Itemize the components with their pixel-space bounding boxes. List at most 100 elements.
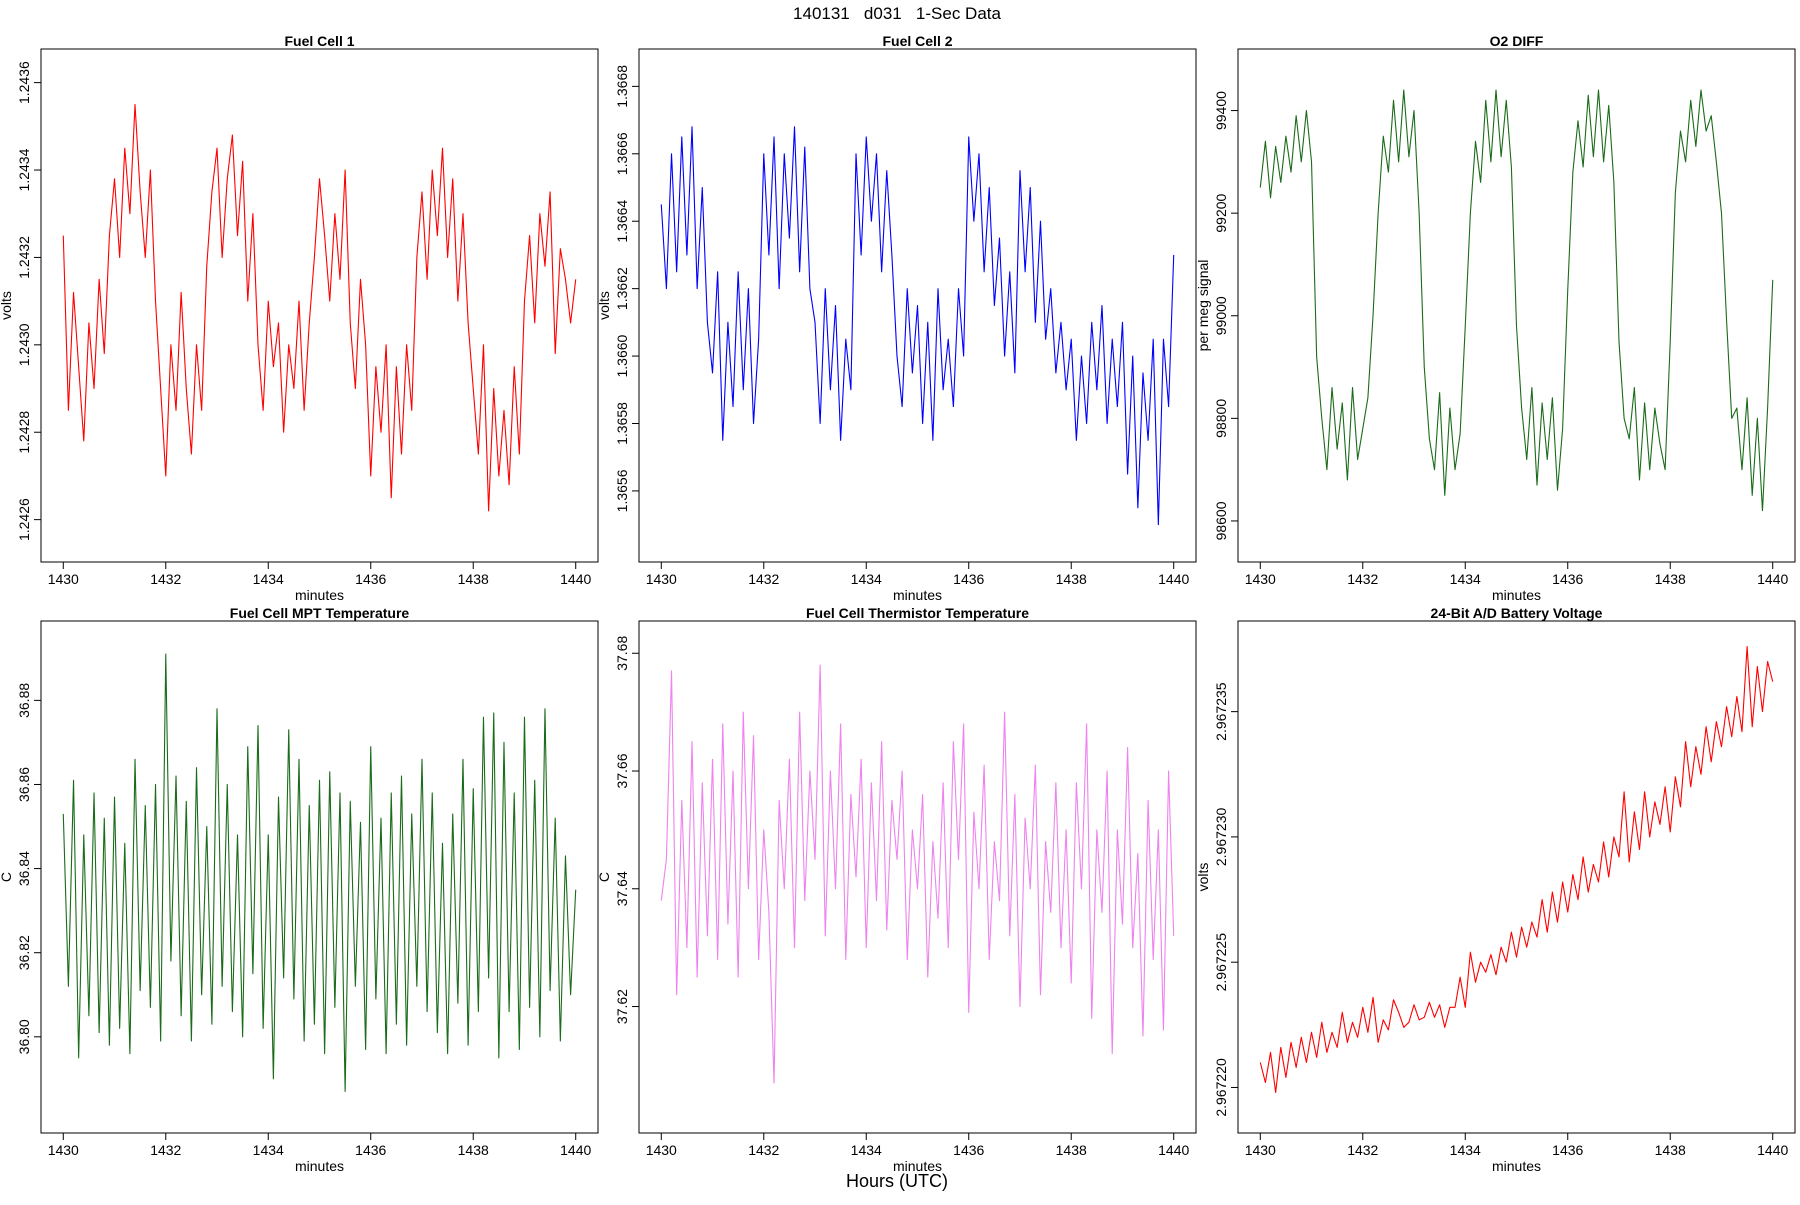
- panel-2-ytick-label: 99200: [1213, 193, 1229, 232]
- panel-4-ytick-label: 37.64: [614, 871, 630, 906]
- panel-1-xtick-label: 1430: [646, 571, 677, 587]
- panel-5-title: 24-Bit A/D Battery Voltage: [1431, 605, 1603, 621]
- panel-2-xtick-label: 1436: [1552, 571, 1583, 587]
- panel-2-title: O2 DIFF: [1490, 33, 1544, 49]
- panel-0-ytick-label: 1.2428: [16, 411, 32, 454]
- panel-4-title: Fuel Cell Thermistor Temperature: [806, 605, 1029, 621]
- panel-3-series-0-line: [62, 653, 577, 1093]
- panel-5-frame: [1237, 620, 1796, 1134]
- panel-0-ytick-label: 1.2434: [16, 148, 32, 191]
- panel-4-ytick-label: 37.68: [614, 636, 630, 671]
- panel-3-ytick-label: 36.80: [16, 1019, 32, 1054]
- panel-3-ytick-label: 36.86: [16, 767, 32, 802]
- panel-3: Fuel Cell MPT Temperature 1430 1432 1434 143…: [0, 605, 599, 1174]
- panel-0-xtick-label: 1434: [253, 571, 284, 587]
- panel-4-xlabel: minutes: [893, 1158, 942, 1174]
- panel-5-xtick-label: 1432: [1347, 1142, 1378, 1158]
- panel-0-xtick-label: 1436: [355, 571, 386, 587]
- panel-4-xtick-label: 1438: [1056, 1142, 1087, 1158]
- panel-1-xlabel: minutes: [893, 587, 942, 603]
- panel-1: Fuel Cell 2 1430 1432 1434 1436 1438 1440 1.365…: [596, 33, 1197, 603]
- panel-5-xtick-label: 1440: [1757, 1142, 1788, 1158]
- panel-0-ytick-label: 1.2426: [16, 498, 32, 541]
- panel-1-ytick-label: 1.3660: [614, 334, 630, 377]
- panel-4-xtick-label: 1440: [1158, 1142, 1189, 1158]
- panel-4-ylabel: C: [596, 872, 612, 882]
- panel-0-xtick-label: 1432: [150, 571, 181, 587]
- panel-1-xtick-label: 1436: [953, 571, 984, 587]
- panel-2-xtick-label: 1434: [1450, 571, 1481, 587]
- panel-0-xlabel: minutes: [295, 587, 344, 603]
- panel-4-xtick-label: 1430: [646, 1142, 677, 1158]
- panel-3-xlabel: minutes: [295, 1158, 344, 1174]
- panel-2-frame: [1237, 48, 1796, 563]
- panel-0-xtick-label: 1438: [458, 571, 489, 587]
- panel-2-xtick-label: 1438: [1655, 571, 1686, 587]
- figure-x-label: Hours (UTC): [846, 1171, 948, 1191]
- panel-0-xtick-label: 1430: [48, 571, 79, 587]
- panel-4-ytick-label: 37.66: [614, 753, 630, 788]
- panel-1-xtick-label: 1440: [1158, 571, 1189, 587]
- panel-4-xtick-label: 1434: [851, 1142, 882, 1158]
- panel-2-series-0-line: [1259, 89, 1774, 512]
- panel-1-ytick-label: 1.3666: [614, 132, 630, 175]
- panel-4-series-0-line: [660, 664, 1175, 1084]
- panel-5-xtick-label: 1430: [1245, 1142, 1276, 1158]
- panel-5-xtick-label: 1434: [1450, 1142, 1481, 1158]
- panel-1-ytick-label: 1.3668: [614, 65, 630, 108]
- panel-3-xtick-label: 1436: [355, 1142, 386, 1158]
- panel-2-ytick-label: 99000: [1213, 296, 1229, 335]
- panel-2-ylabel: per meg signal: [1195, 260, 1211, 352]
- panel-1-series-0-line: [660, 126, 1175, 526]
- panel-0-ytick-label: 1.2430: [16, 323, 32, 366]
- panel-2-xtick-label: 1430: [1245, 571, 1276, 587]
- panel-1-xtick-label: 1432: [748, 571, 779, 587]
- panel-1-xtick-label: 1438: [1056, 571, 1087, 587]
- panel-5: 24-Bit A/D Battery Voltage 1430 1432 1434 14…: [1195, 605, 1796, 1174]
- panel-3-xtick-label: 1430: [48, 1142, 79, 1158]
- panel-5-series-0-line: [1259, 645, 1774, 1094]
- panel-1-ylabel: volts: [596, 291, 612, 320]
- panel-5-ytick-label: 2.967230: [1213, 808, 1229, 867]
- panel-4-ytick-label: 37.62: [614, 989, 630, 1024]
- panel-4-xtick-label: 1436: [953, 1142, 984, 1158]
- panel-5-xtick-label: 1436: [1552, 1142, 1583, 1158]
- panel-1-ytick-label: 1.3664: [614, 200, 630, 243]
- panel-3-ytick-label: 36.88: [16, 683, 32, 718]
- panel-1-title: Fuel Cell 2: [882, 33, 952, 49]
- figure-title: 140131 d031 1-Sec Data: [793, 4, 1001, 23]
- panel-2-ytick-label: 98800: [1213, 399, 1229, 438]
- panel-0-ytick-label: 1.2436: [16, 61, 32, 104]
- panel-2-ytick-label: 98600: [1213, 501, 1229, 540]
- panel-1-ytick-label: 1.3658: [614, 402, 630, 445]
- panel-2-xlabel: minutes: [1492, 587, 1541, 603]
- panel-0-title: Fuel Cell 1: [284, 33, 354, 49]
- panel-3-title: Fuel Cell MPT Temperature: [230, 605, 410, 621]
- panel-0-ytick-label: 1.2432: [16, 236, 32, 279]
- panel-5-xtick-label: 1438: [1655, 1142, 1686, 1158]
- panel-2-xtick-label: 1432: [1347, 571, 1378, 587]
- panel-3-xtick-label: 1438: [458, 1142, 489, 1158]
- panel-3-xtick-label: 1432: [150, 1142, 181, 1158]
- panel-0-ylabel: volts: [0, 291, 14, 320]
- panels: Fuel Cell 1 1430 1432 1434 1436 1438 1440 1.242…: [0, 33, 1796, 1174]
- panel-5-ylabel: volts: [1195, 863, 1211, 892]
- panel-3-ytick-label: 36.84: [16, 851, 32, 886]
- panel-5-ytick-label: 2.967220: [1213, 1058, 1229, 1117]
- panel-0: Fuel Cell 1 1430 1432 1434 1436 1438 1440 1.242…: [0, 33, 599, 603]
- panel-3-xtick-label: 1434: [253, 1142, 284, 1158]
- panel-3-ylabel: C: [0, 872, 14, 882]
- panel-0-series-0-line: [62, 103, 577, 512]
- panel-3-frame: [40, 620, 599, 1134]
- panel-2-ytick-label: 99400: [1213, 91, 1229, 130]
- panel-5-xlabel: minutes: [1492, 1158, 1541, 1174]
- panel-1-ytick-label: 1.3662: [614, 267, 630, 310]
- panel-5-ytick-label: 2.967225: [1213, 933, 1229, 992]
- panel-2-xtick-label: 1440: [1757, 571, 1788, 587]
- panel-4-frame: [638, 620, 1197, 1134]
- panel-0-frame: [40, 48, 599, 563]
- panel-5-ytick-label: 2.967235: [1213, 682, 1229, 741]
- panel-2: O2 DIFF 1430 1432 1434 1436 1438 1440 98600 9880…: [1195, 33, 1796, 603]
